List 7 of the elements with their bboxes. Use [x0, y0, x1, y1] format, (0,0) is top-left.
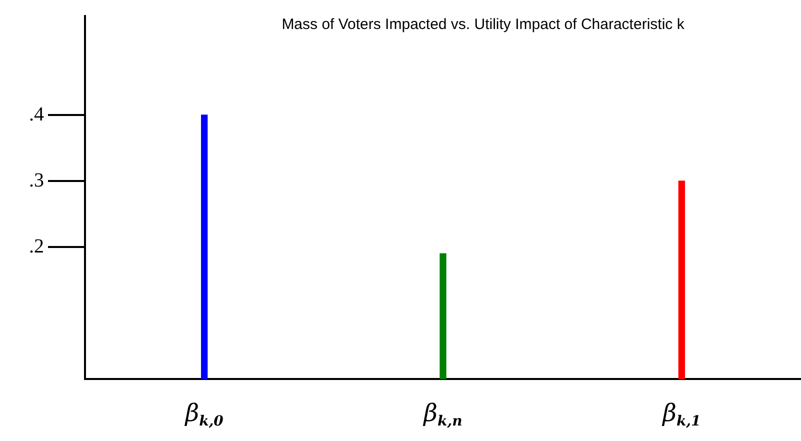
y-tick-label: .3	[29, 169, 44, 192]
bar	[440, 253, 446, 379]
y-tick-label: .2	[29, 235, 44, 258]
chart-title: Mass of Voters Impacted vs. Utility Impact of Characteristic k	[282, 16, 685, 34]
bar	[201, 114, 208, 379]
y-tick-label: .4	[29, 103, 44, 126]
bar	[678, 180, 685, 379]
